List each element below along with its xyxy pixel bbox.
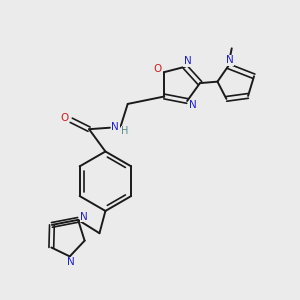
Text: O: O [61, 113, 69, 123]
Text: N: N [67, 257, 74, 267]
Text: N: N [189, 100, 197, 110]
Text: N: N [184, 56, 191, 66]
Text: O: O [154, 64, 162, 74]
Text: N: N [226, 55, 233, 65]
Text: H: H [121, 126, 128, 136]
Text: N: N [80, 212, 88, 222]
Text: N: N [111, 122, 119, 132]
